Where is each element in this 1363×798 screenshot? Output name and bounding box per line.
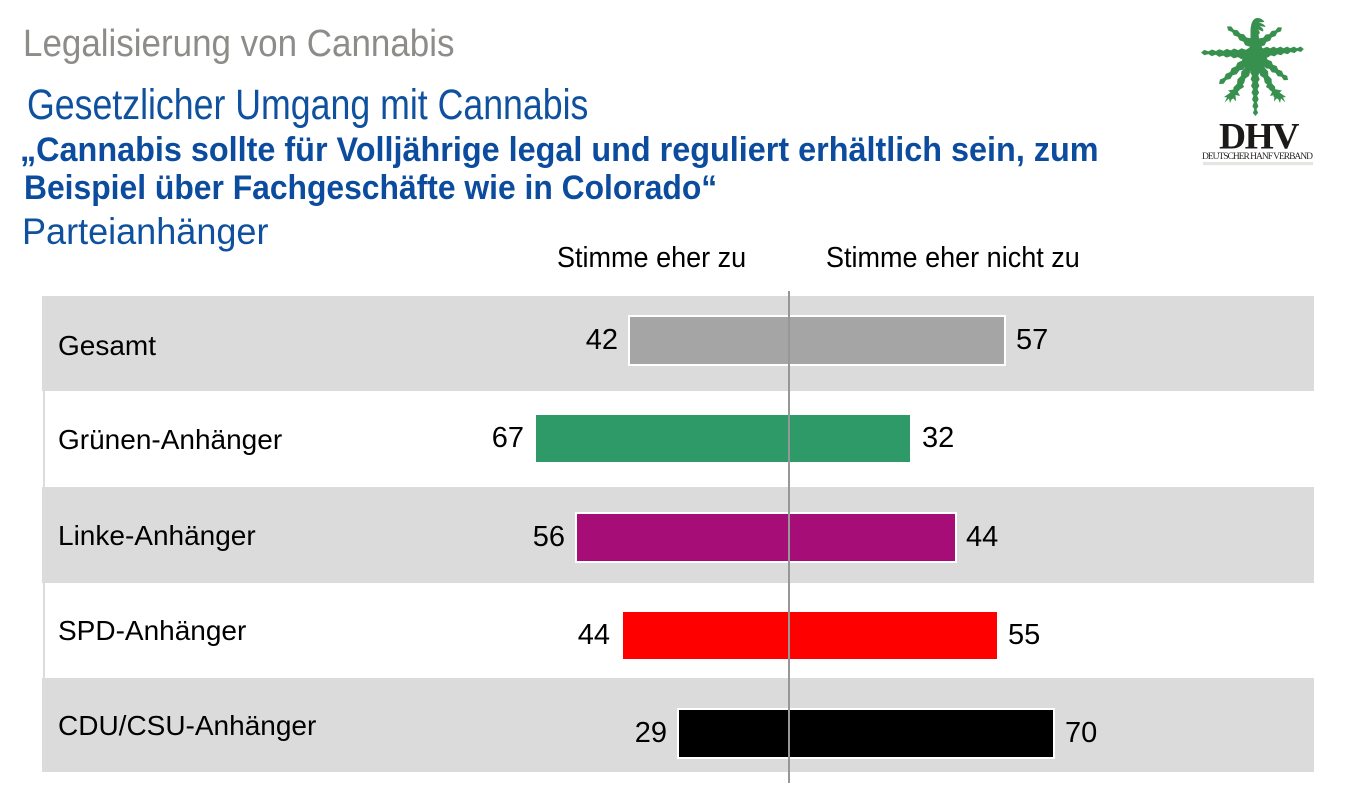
svg-text:DHV: DHV [1219,117,1300,158]
svg-text:DEUTSCHER HANF VERBAND: DEUTSCHER HANF VERBAND [1202,152,1313,162]
